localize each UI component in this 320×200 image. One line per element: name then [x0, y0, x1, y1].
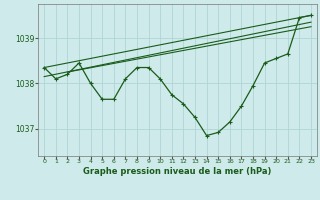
X-axis label: Graphe pression niveau de la mer (hPa): Graphe pression niveau de la mer (hPa) [84, 167, 272, 176]
